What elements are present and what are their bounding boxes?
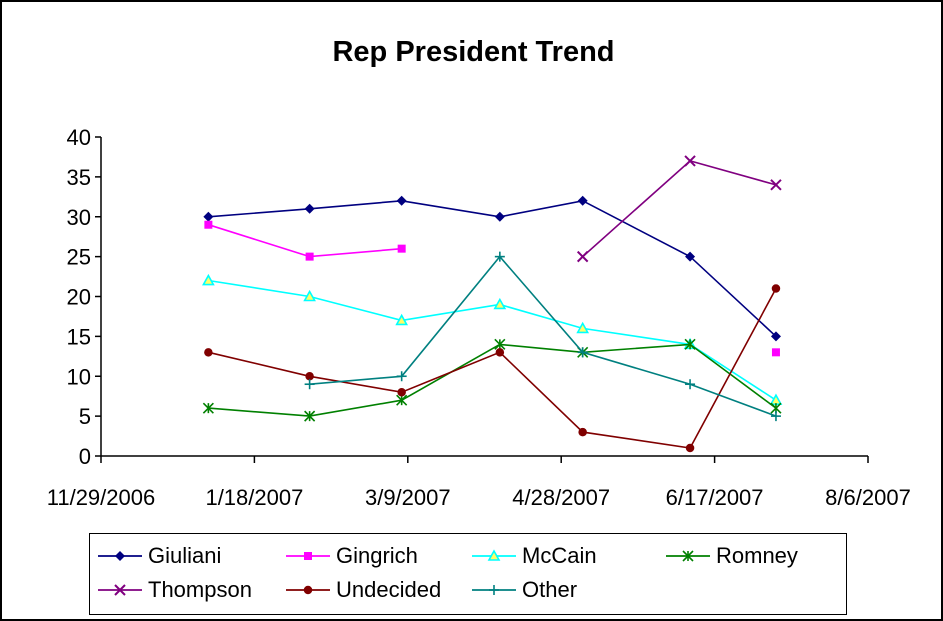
data-point-mccain: [202, 273, 215, 286]
x-tick-label: 11/29/2006: [47, 485, 155, 510]
series-giuliani: [203, 195, 781, 342]
y-tick-label: 35: [67, 165, 91, 190]
data-point-gingrich: [204, 220, 213, 229]
data-point-undecided: [578, 427, 587, 437]
series-line-thompson: [582, 160, 777, 258]
x-tick-label: 1/18/2007: [205, 485, 303, 510]
y-tick-label: 25: [67, 245, 91, 270]
x-tick-label: 3/9/2007: [365, 485, 451, 510]
legend-entry-undecided: Undecided: [284, 574, 441, 606]
series-gingrich: [204, 220, 780, 357]
data-point-undecided: [495, 348, 505, 357]
legend: Giuliani Gingrich McCain Romney Thompson Unde…: [89, 533, 847, 615]
data-point-gingrich: [305, 252, 314, 261]
chart-title: Rep President Trend: [332, 36, 615, 68]
legend-entry-romney: Romney: [664, 540, 798, 572]
data-point-other: [577, 347, 588, 358]
data-point-romney: [304, 410, 316, 422]
x-tick-label: 4/28/2007: [512, 485, 610, 510]
y-tick-label: 20: [67, 285, 91, 310]
y-tick-label: 15: [67, 324, 91, 349]
data-point-other: [304, 379, 315, 390]
series-thompson: [576, 155, 782, 263]
legend-label-gingrich: Gingrich: [336, 543, 418, 568]
data-point-thompson: [684, 155, 696, 167]
data-point-other: [685, 379, 696, 390]
legend-swatch-romney: [666, 550, 710, 562]
data-point-other: [494, 251, 505, 262]
data-point-giuliani: [203, 211, 214, 222]
legend-label-undecided: Undecided: [336, 577, 442, 602]
data-point-mccain: [303, 289, 316, 302]
x-tick-label: 6/17/2007: [666, 485, 764, 510]
legend-label-other: Other: [522, 577, 578, 602]
data-point-giuliani: [304, 203, 315, 214]
legend-entry-gingrich: Gingrich: [284, 540, 418, 572]
legend-swatch-thompson: [98, 584, 142, 596]
data-point-undecided: [397, 387, 406, 397]
data-point-gingrich: [397, 244, 406, 253]
data-point-mccain: [493, 297, 507, 310]
data-point-undecided: [204, 348, 213, 357]
data-point-undecided: [685, 443, 695, 453]
series-line-undecided: [208, 288, 777, 449]
legend-entry-giuliani: Giuliani: [96, 540, 221, 572]
data-point-giuliani: [396, 195, 407, 206]
legend-entry-other: Other: [470, 574, 577, 606]
legend-entry-thompson: Thompson: [96, 574, 252, 606]
legend-entry-mccain: McCain: [470, 540, 597, 572]
y-tick-label: 0: [79, 444, 91, 469]
data-point-giuliani: [494, 211, 505, 222]
data-point-giuliani: [685, 251, 696, 262]
legend-label-romney: Romney: [716, 543, 798, 568]
data-point-undecided: [771, 284, 781, 293]
data-point-mccain: [576, 321, 590, 334]
data-point-thompson: [576, 250, 589, 263]
data-point-mccain: [769, 393, 783, 405]
series-line-giuliani: [208, 199, 777, 337]
legend-swatch-gingrich: [286, 552, 330, 560]
data-point-romney: [494, 338, 506, 350]
legend-label-mccain: McCain: [522, 543, 597, 568]
y-tick-label: 30: [67, 205, 91, 230]
legend-swatch-other: [472, 585, 516, 595]
data-point-mccain: [395, 313, 409, 326]
series-undecided: [204, 284, 781, 453]
y-tick-label: 10: [67, 364, 91, 389]
series-romney: [202, 338, 782, 422]
y-tick-label: 5: [79, 404, 91, 429]
data-point-undecided: [305, 372, 314, 381]
y-tick-label: 40: [67, 125, 91, 150]
data-point-giuliani: [577, 195, 588, 206]
series-line-gingrich: [208, 223, 402, 258]
x-tick-label: 8/6/2007: [825, 485, 911, 510]
legend-label-giuliani: Giuliani: [148, 543, 222, 568]
data-point-gingrich: [771, 348, 780, 357]
legend-swatch-mccain: [472, 549, 516, 561]
legend-label-thompson: Thompson: [148, 577, 252, 602]
plot-area: 0 5 10 15 20 25 30 35 40 11/29/2006 1/18/2007 3/9/2…: [47, 125, 911, 510]
data-point-romney: [202, 402, 214, 414]
series-line-other: [309, 255, 777, 417]
legend-swatch-giuliani: [98, 551, 142, 561]
data-point-other: [396, 371, 407, 382]
data-point-other: [770, 411, 781, 422]
data-point-romney: [396, 394, 408, 406]
data-point-thompson: [770, 179, 782, 191]
data-point-romney: [684, 338, 696, 350]
data-point-giuliani: [770, 331, 781, 342]
series-other: [304, 251, 781, 422]
legend-swatch-undecided: [286, 585, 330, 595]
